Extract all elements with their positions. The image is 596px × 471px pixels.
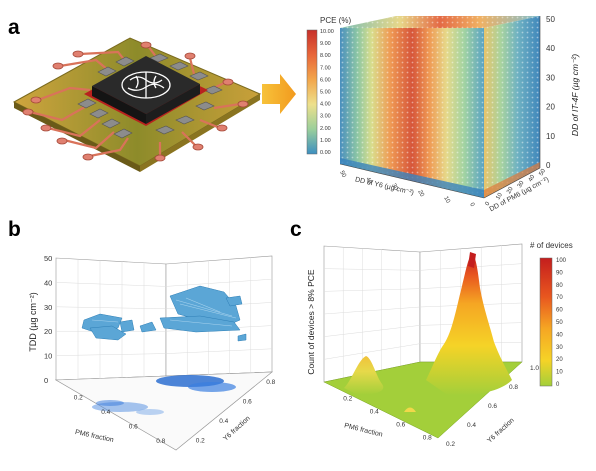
panel-c-x-tick: 0.2 [343, 396, 352, 403]
panel-b-z-axis-label: TDD (µg cm⁻²) [28, 292, 38, 351]
panel-c-y-tick: 0.4 [467, 422, 476, 429]
panel-c-x-axis-label: PM6 fraction [343, 422, 383, 438]
cube-z-tick: 0 [546, 161, 551, 170]
panel-c-y-tick: 0.2 [446, 441, 455, 448]
panel-b-z-tick: 0 [44, 376, 48, 385]
cube-x-tick: 50 [338, 170, 347, 179]
cube-x-tick: 10 [442, 196, 451, 205]
cube-z-axis-label: DD of IT-4F (µg cm⁻²) [570, 54, 580, 136]
grid-line [165, 278, 273, 287]
panel-b-z-axis: 0 10 20 30 40 50 TDD (µg cm⁻²) [28, 254, 52, 385]
arrow-icon [262, 74, 296, 114]
devices-colorbar-tick: 80 [556, 283, 563, 289]
grid-line [55, 306, 167, 310]
cube-y-tick: 0 [485, 201, 492, 207]
cube-y-tick: 40 [528, 174, 537, 183]
pce-colorbar-tick: 8.00 [320, 53, 331, 59]
panel-c-z-axis: Count of devices > 8% PCE [306, 269, 316, 374]
panel-c-plot [323, 243, 523, 439]
devices-colorbar-title: # of devices [530, 241, 573, 250]
panel-b-x-axis-label: PM6 fraction [74, 429, 114, 444]
pce-colorbar-tick: 3.00 [320, 114, 331, 120]
panel-b-y-tick: 0.4 [219, 418, 228, 425]
pce-colorbar-tick: 1.00 [320, 138, 331, 144]
pce-colorbar-title: PCE (%) [320, 16, 351, 25]
pce-colorbar-tick: 4.00 [320, 102, 331, 108]
grid-line [323, 343, 421, 360]
panel-b-x-tick: 0.6 [129, 423, 138, 430]
grid-line [323, 325, 421, 337]
panel-c-x-tick: 0.4 [370, 409, 379, 416]
cube-z-tick: 10 [546, 132, 555, 141]
devices-colorbar-tick: 30 [556, 345, 563, 351]
devices-colorbar-tick: 50 [556, 320, 563, 326]
panel-b-x-tick: 0.8 [156, 438, 165, 445]
pce-colorbar-tick: 5.00 [320, 90, 331, 96]
cube-z-tick: 50 [546, 15, 555, 24]
pce-colorbar-tick: 6.00 [320, 77, 331, 83]
panel-label-a: a [8, 16, 20, 39]
grid-line [55, 282, 167, 287]
pce-colorbar-tick: 10.00 [320, 29, 334, 35]
panel-c-y-tick: 0.8 [509, 384, 518, 391]
panel-b-y-tick: 0.8 [266, 379, 275, 386]
pce-colorbar-tick: 7.00 [320, 65, 331, 71]
grid-line [323, 268, 421, 271]
panel-label-c: c [290, 218, 302, 241]
cube-y-tick: 30 [517, 180, 526, 189]
panel-c-x-tick: 0.8 [423, 435, 432, 442]
pce-colorbar-tick: 2.00 [320, 126, 331, 132]
panel-label-b: b [8, 218, 21, 241]
cube-x-tick: 30 [390, 183, 399, 192]
grid-line [55, 353, 167, 356]
panel-b-z-tick: 40 [44, 278, 52, 287]
panel-b-z-tick: 10 [44, 352, 52, 361]
cube-x-tick: 40 [364, 176, 373, 185]
devices-colorbar-tick: 60 [556, 308, 563, 314]
cube-z-tick: 40 [546, 44, 555, 53]
pce-colorbar-tick: 9.00 [320, 41, 331, 47]
panel-b-x-tick: 0.4 [101, 409, 110, 416]
pce-colorbar-tick: 0.00 [320, 150, 331, 156]
devices-colorbar-tick: 70 [556, 295, 563, 301]
cube-x-tick: 0 [468, 202, 475, 208]
grid-line [323, 306, 421, 315]
cube-z-tick: 20 [546, 103, 555, 112]
cube-z-axis: 0 10 20 30 40 50 DD of IT-4F (µg cm⁻²) [546, 15, 580, 170]
panel-b-z-tick: 50 [44, 254, 52, 263]
panel-b-x-tick: 0.2 [74, 394, 83, 401]
devices-colorbar-tick: 0 [556, 382, 560, 388]
panel-b-y-tick: 0.6 [243, 398, 252, 405]
devices-colorbar-tick: 10 [556, 370, 563, 376]
cube-y-tick: 10 [495, 192, 504, 201]
panel-b-z-tick: 30 [44, 303, 52, 312]
grid-line [323, 288, 421, 292]
panel-b-z-tick: 20 [44, 327, 52, 336]
grid-line [165, 348, 273, 354]
devices-colorbar-tick: 40 [556, 332, 563, 338]
cube-x-tick: 20 [416, 189, 425, 198]
devices-colorbar-tick: 90 [556, 270, 563, 276]
panel-c-z-axis-label: Count of devices > 8% PCE [306, 269, 316, 374]
pce-cube [339, 16, 541, 199]
panel-c-y-tick: 1.0 [530, 365, 539, 372]
cube-z-tick: 30 [546, 73, 555, 82]
panel-b-plot [54, 255, 273, 451]
panel-c-x-tick: 0.6 [396, 422, 405, 429]
cube-y-tick: 50 [539, 168, 548, 177]
cube-y-tick: 20 [506, 186, 515, 195]
panel-b-y-tick: 0.2 [196, 437, 205, 444]
panel-c-y-axis-label: Y6 fraction [486, 417, 516, 445]
chip-illustration [12, 37, 262, 172]
panel-c-y-tick: 0.6 [488, 403, 497, 410]
devices-colorbar-tick: 100 [556, 258, 567, 264]
devices-colorbar-tick: 20 [556, 357, 563, 363]
pce-colorbar: PCE (%) 10.00 9.00 8.00 7.00 6.00 5.00 4.00 3.0… [306, 16, 351, 156]
